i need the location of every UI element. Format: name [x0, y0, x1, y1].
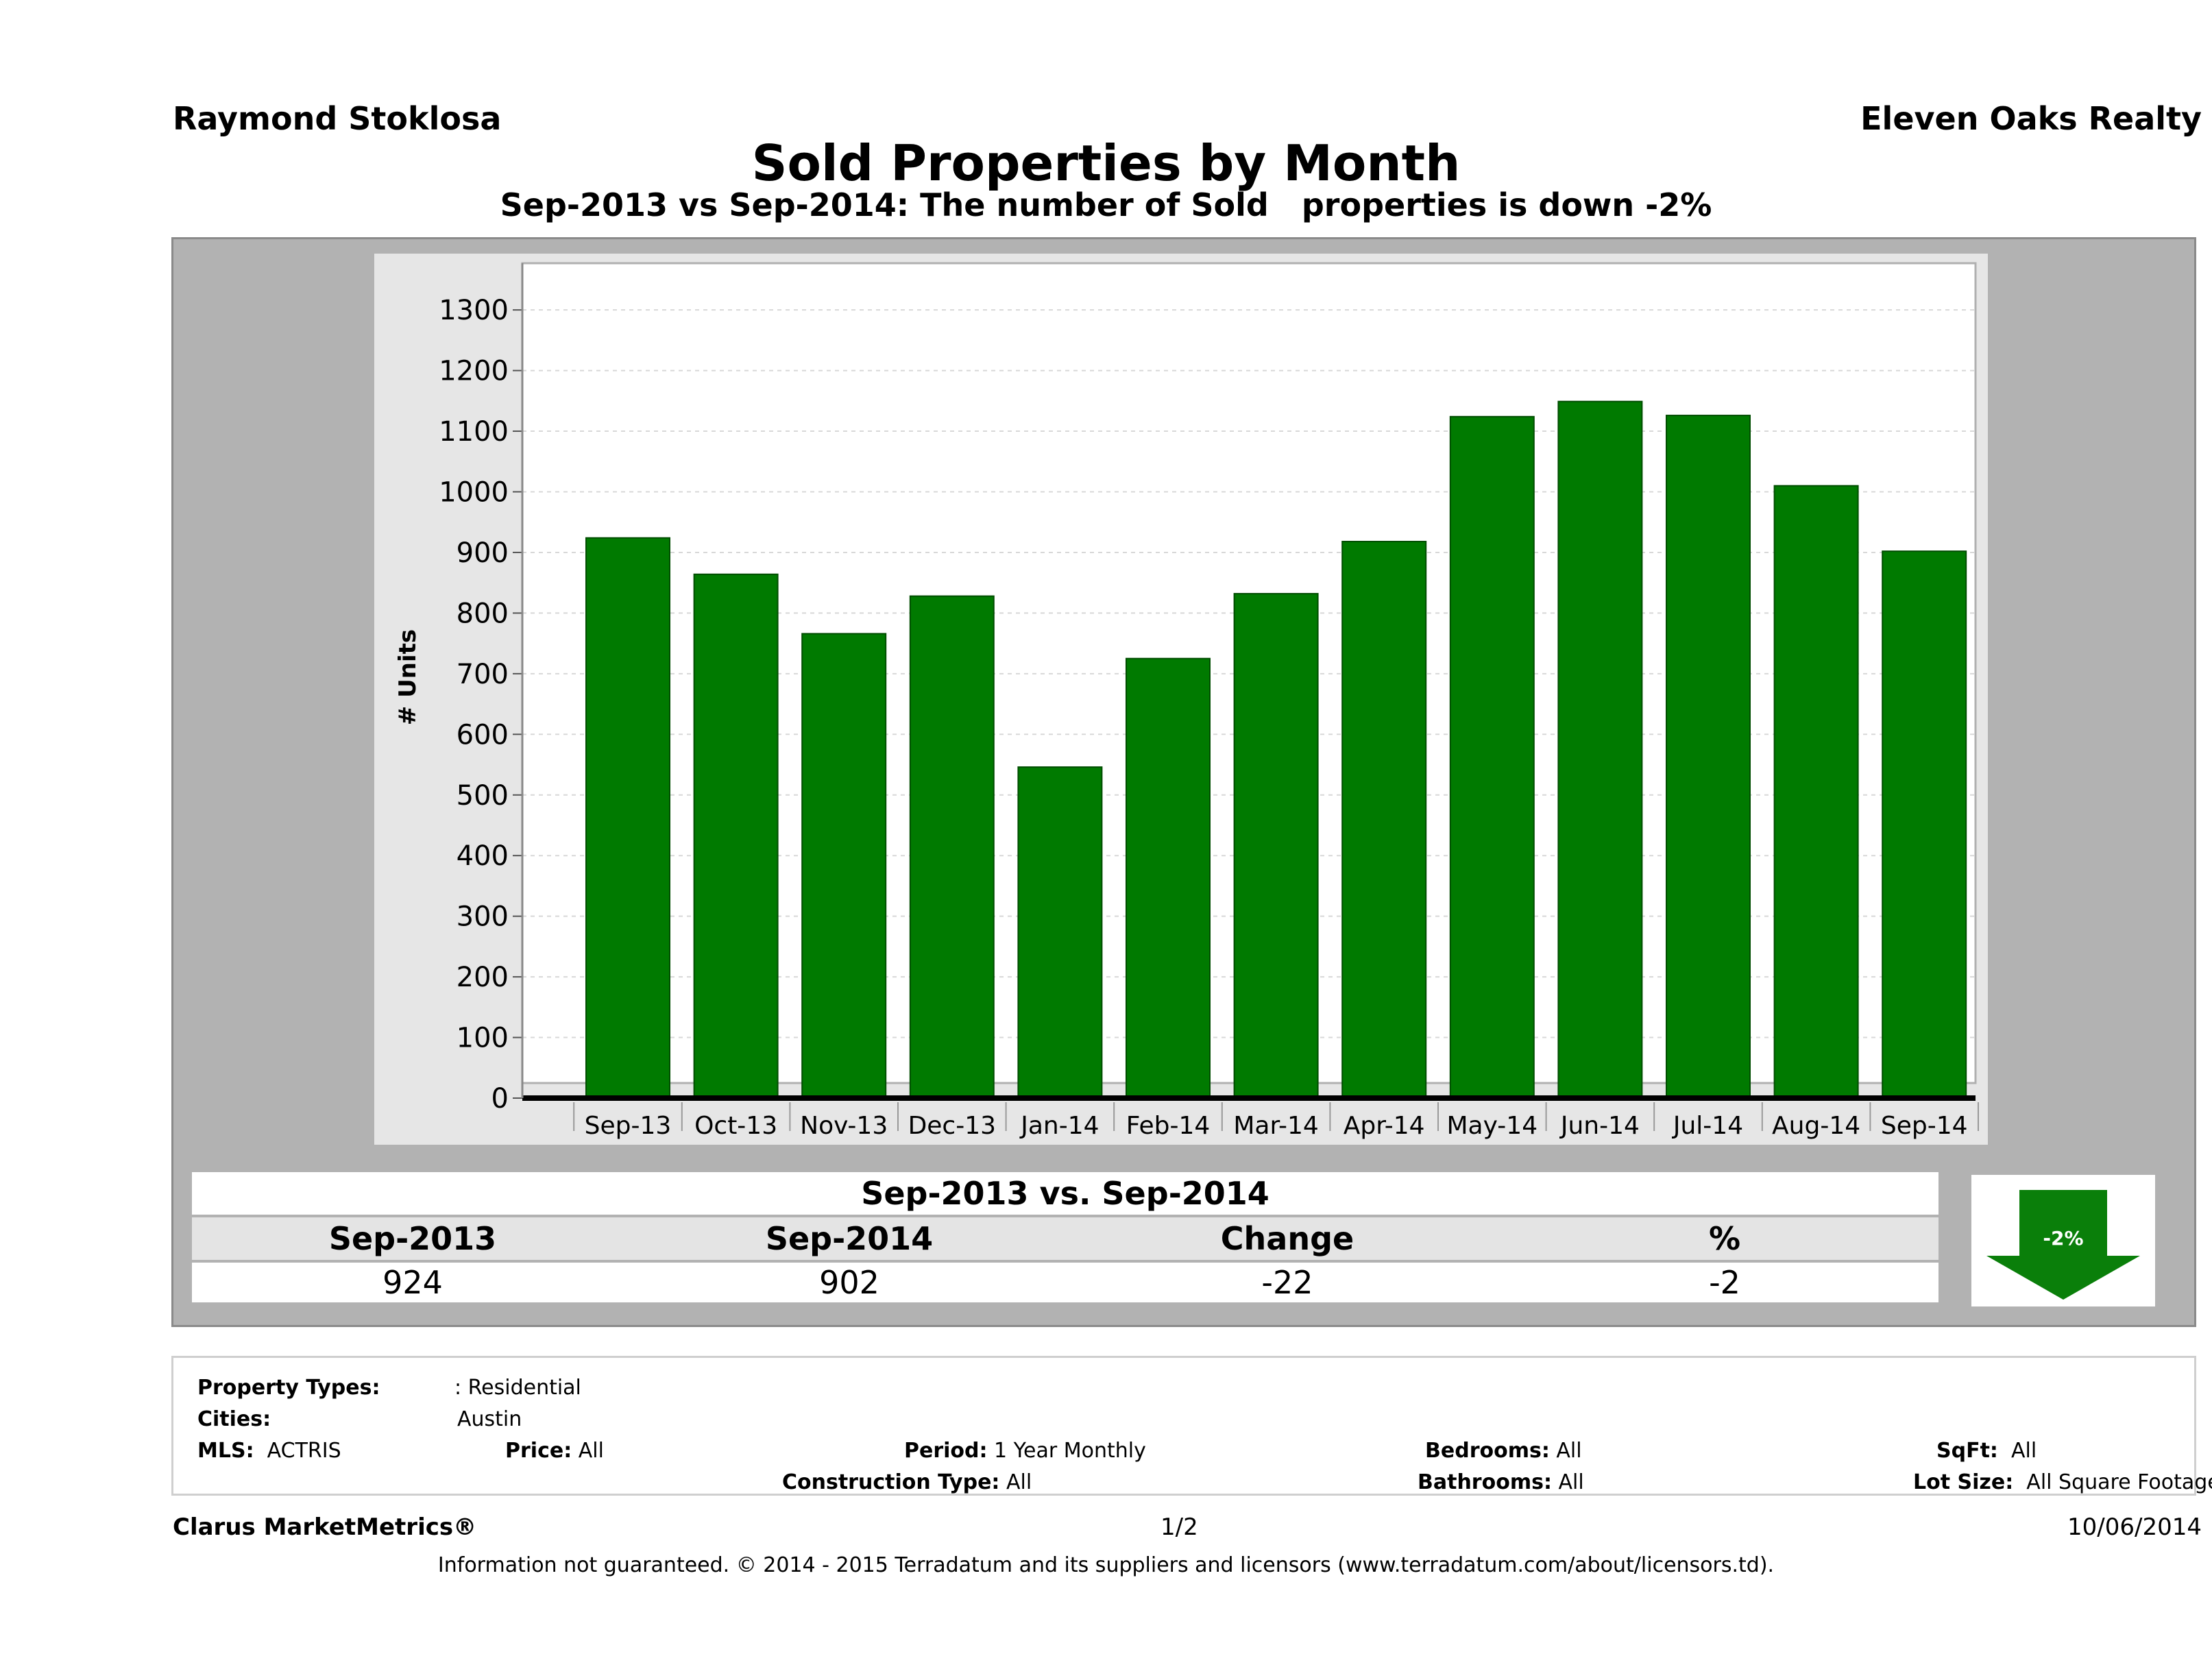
footer-date: 10/06/2014: [2067, 1513, 2202, 1541]
x-tick-label: Mar-14: [1233, 1112, 1318, 1140]
bar: [909, 595, 995, 1099]
summary-header-cell: Change: [1220, 1220, 1354, 1257]
filter-bedrooms: Bedrooms: All: [1425, 1439, 1582, 1463]
summary-table: Sep-2013 vs. Sep-2014 Sep-2013 Sep-2014 …: [192, 1172, 1938, 1305]
x-tick-label: May-14: [1447, 1112, 1538, 1140]
company-name: Eleven Oaks Realty: [1860, 100, 2202, 137]
bar: [1449, 415, 1535, 1099]
y-tick-label: 200: [457, 962, 509, 993]
agent-name: Raymond Stoklosa: [173, 100, 502, 137]
y-tick-label: 1300: [439, 295, 509, 326]
filter-cities-value: Austin: [457, 1407, 522, 1431]
summary-value-cell: -22: [1261, 1264, 1313, 1301]
down-arrow-icon: -2%: [1986, 1190, 2140, 1300]
x-tick-label: Jul-14: [1672, 1112, 1743, 1140]
y-tick-label: 100: [457, 1023, 509, 1054]
summary-header-cell: %: [1708, 1220, 1741, 1257]
bar: [1666, 415, 1751, 1099]
x-tick-label: Oct-13: [694, 1112, 777, 1140]
y-tick-label: 1100: [439, 416, 509, 448]
x-tick-label: Dec-13: [908, 1112, 996, 1140]
x-tick-label: Sep-14: [1881, 1112, 1968, 1140]
x-tick-label: Jan-14: [1019, 1112, 1099, 1140]
bar: [585, 537, 670, 1099]
x-tick-label: Sep-13: [585, 1112, 672, 1140]
footer-brand: Clarus MarketMetrics®: [173, 1513, 477, 1541]
summary-title: Sep-2013 vs. Sep-2014: [861, 1175, 1269, 1212]
bar-chart: 0 100 200 300 400 500 600 700 800 900 1000 1100 1200…: [394, 262, 1979, 1140]
bar: [801, 633, 887, 1099]
bar: [1557, 400, 1643, 1099]
y-tick-label: 800: [457, 598, 509, 629]
bar: [693, 573, 779, 1099]
filter-sqft: SqFt: All: [1936, 1439, 2037, 1463]
filter-property-types: Property Types:: [197, 1376, 380, 1400]
y-tick-label: 600: [457, 719, 509, 751]
x-tick-label: Aug-14: [1772, 1112, 1860, 1140]
y-tick-label: 0: [491, 1083, 509, 1115]
y-tick-label: 500: [457, 780, 509, 812]
summary-value-cell: 924: [382, 1264, 443, 1301]
chart-subtitle: Sep-2013 vs Sep-2014: The number of Sold…: [500, 186, 1712, 223]
filter-construction-type: Construction Type: All: [782, 1470, 1032, 1494]
y-tick-label: 400: [457, 840, 509, 872]
y-tick-label: 700: [457, 659, 509, 690]
summary-header-cell: Sep-2013: [328, 1220, 497, 1257]
y-tick-label: 1000: [439, 477, 509, 509]
bar: [1773, 485, 1859, 1099]
bar: [1017, 766, 1103, 1099]
y-tick-label: 300: [457, 901, 509, 933]
filter-bathrooms: Bathrooms: All: [1418, 1470, 1584, 1494]
chart-title: Sold Properties by Month: [751, 134, 1461, 192]
filter-cities: Cities:: [197, 1407, 271, 1431]
bar: [1233, 593, 1319, 1099]
summary-value-cell: 902: [819, 1264, 879, 1301]
bar: [1882, 550, 1967, 1099]
x-tick-label: Nov-13: [800, 1112, 888, 1140]
filter-period: Period: 1 Year Monthly: [904, 1439, 1146, 1463]
footer-page-number: 1/2: [1160, 1513, 1198, 1541]
x-tick-label: Feb-14: [1126, 1112, 1211, 1140]
x-tick-label: Apr-14: [1344, 1112, 1425, 1140]
filter-property-types-value: : Residential: [454, 1376, 581, 1400]
y-tick-label: 1200: [439, 356, 509, 387]
filter-lot-size: Lot Size: All Square Footage: [1913, 1470, 2212, 1494]
bar: [1341, 541, 1427, 1099]
bars: [585, 400, 1967, 1099]
filter-criteria: Property Types: : Residential Cities: Au…: [171, 1356, 2212, 1496]
x-tick-label: Jun-14: [1559, 1112, 1640, 1140]
y-axis-label: # Units: [394, 629, 422, 725]
filter-price: Price: All: [505, 1439, 604, 1463]
summary-title-row: Sep-2013 vs. Sep-2014: [192, 1172, 1938, 1215]
y-tick-label: 900: [457, 537, 509, 569]
bar: [1126, 657, 1211, 1099]
axes: 0 100 200 300 400 500 600 700 800 900 1000 1100 1200…: [439, 263, 1979, 1140]
summary-header-row: Sep-2013 Sep-2014 Change %: [192, 1217, 1938, 1260]
filter-mls: MLS: ACTRIS: [197, 1439, 341, 1463]
summary-header-cell: Sep-2014: [765, 1220, 934, 1257]
change-badge: -2%: [1971, 1175, 2155, 1306]
summary-value-row: 924 902 -22 -2: [192, 1263, 1938, 1302]
footer-disclaimer: Information not guaranteed. © 2014 - 201…: [437, 1553, 1775, 1577]
change-badge-label: -2%: [2043, 1227, 2083, 1250]
summary-value-cell: -2: [1709, 1264, 1740, 1301]
